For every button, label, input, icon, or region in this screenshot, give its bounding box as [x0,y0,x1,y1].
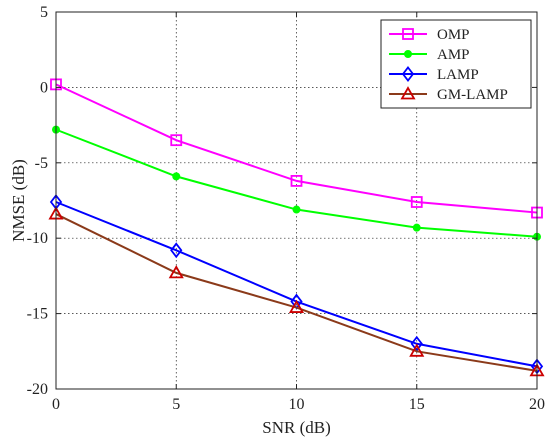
x-tick-label: 10 [289,396,305,413]
legend-label: AMP [437,47,470,63]
legend-label: GM-LAMP [437,87,508,103]
data-point [409,343,425,357]
y-tick-label: -20 [27,381,48,398]
data-point [170,134,183,147]
data-point [410,196,423,208]
data-point [404,50,412,58]
data-point [168,265,184,279]
data-point [401,66,415,82]
data-point [172,172,181,181]
legend-entry: LAMP [389,66,479,83]
y-tick-label: 0 [40,79,48,96]
grid-lines [56,12,537,389]
data-point [412,223,421,232]
data-point [400,86,416,100]
y-tick-label: -10 [27,230,48,247]
legend-entry: OMP [389,27,470,43]
x-tick-label: 0 [52,396,60,413]
data-point [290,174,303,187]
series-line [55,213,538,372]
data-point [402,28,414,40]
tick-group: 0 5 10 15 20 5 0 -5 -10 -15 -20 [27,4,545,413]
y-tick-label: -15 [27,306,48,323]
x-tick-label: 20 [529,396,545,413]
y-axis-label: NMSE (dB) [9,159,28,242]
legend: OMP AMP LAMP GM-LAMP [380,19,532,109]
legend-entry: AMP [389,47,470,63]
legend-label: OMP [437,27,470,43]
y-tick-label: -5 [35,155,48,172]
series-group [48,78,545,377]
y-tick-label: 5 [40,4,48,21]
legend-label: LAMP [437,67,479,83]
legend-entry: GM-LAMP [389,86,508,103]
x-tick-label: 5 [172,396,180,413]
data-point [170,242,183,259]
data-point [292,205,301,214]
x-axis-label: SNR (dB) [262,418,330,437]
data-point [288,299,305,313]
x-tick-label: 15 [409,396,425,413]
series-line [55,83,538,214]
